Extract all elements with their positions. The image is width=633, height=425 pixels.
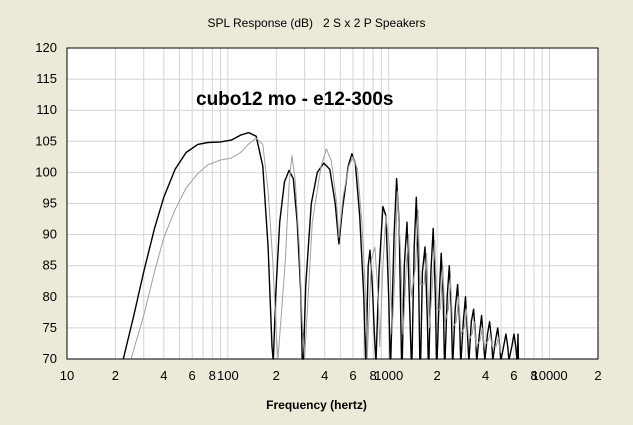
y-tick-label: 70	[43, 351, 57, 366]
x-tick-label: 2	[273, 368, 280, 383]
y-tick-label: 105	[35, 133, 57, 148]
x-tick-label: 6	[349, 368, 356, 383]
spl-series-2-line	[130, 137, 501, 360]
x-tick-label: 6	[510, 368, 517, 383]
x-tick-label: 4	[160, 368, 167, 383]
y-tick-label: 85	[43, 258, 57, 273]
x-tick-label: 6	[189, 368, 196, 383]
x-tick-label: 4	[482, 368, 489, 383]
y-tick-label: 115	[36, 71, 57, 86]
x-axis-label: Frequency (hertz)	[266, 398, 367, 412]
chart-annotation: cubo12 mo - e12-300s	[196, 89, 393, 110]
x-tick-label: 8	[530, 368, 537, 383]
y-tick-label: 75	[43, 320, 57, 335]
y-tick-label: 95	[43, 196, 57, 211]
x-tick-label: 2	[594, 368, 601, 383]
spl-series-1-line	[122, 131, 520, 360]
chart-title: SPL Response (dB) 2 S x 2 P Speakers	[207, 16, 426, 30]
x-tick-label: 4	[321, 368, 328, 383]
x-tick-label: 8	[370, 368, 377, 383]
x-tick-label: 2	[112, 368, 119, 383]
plot-frame	[66, 47, 599, 360]
x-tick-label: 8	[209, 368, 216, 383]
x-tick-label: 100	[217, 368, 239, 383]
y-tick-label: 120	[35, 40, 57, 55]
x-tick-label: 10000	[531, 368, 567, 383]
x-tick-label: 2	[434, 368, 441, 383]
x-tick-label: 1000	[374, 368, 403, 383]
y-tick-label: 90	[43, 227, 57, 242]
y-tick-label: 100	[35, 164, 57, 179]
y-tick-label: 80	[43, 289, 57, 304]
y-tick-label: 110	[36, 102, 57, 117]
x-tick-label: 10	[60, 368, 74, 383]
